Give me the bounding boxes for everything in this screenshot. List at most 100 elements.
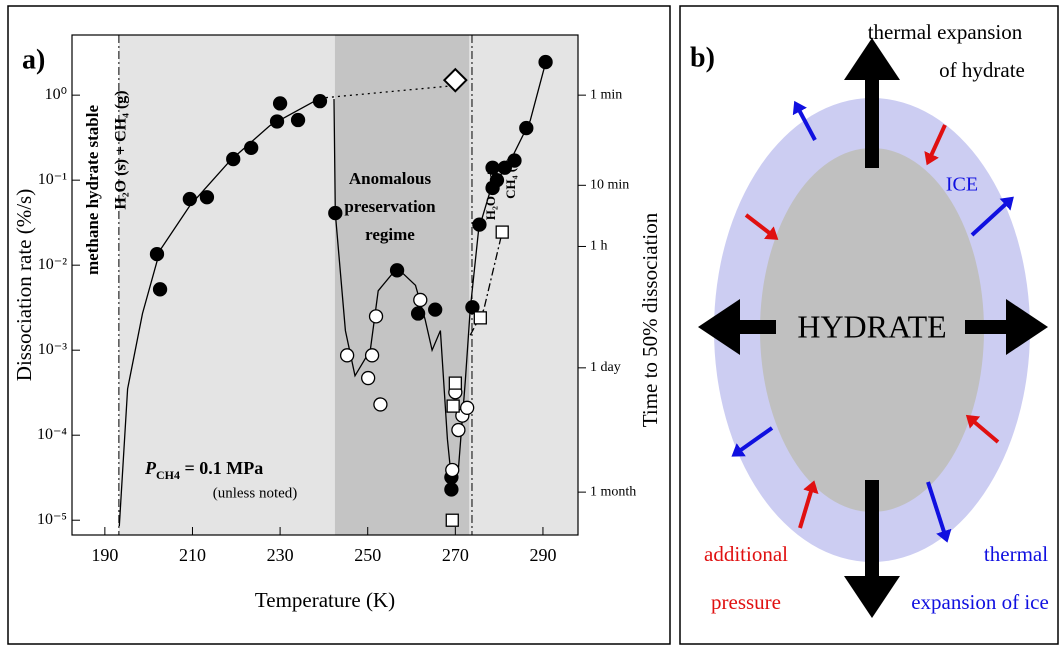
point [428,302,443,317]
point [152,282,168,297]
point [226,151,241,167]
panel-a-frame [7,5,671,645]
hydrate-arrows [698,38,1048,618]
panel-label: b) [690,42,715,73]
y-tick-label: 10⁻³ [38,341,67,358]
label: ICE [946,174,978,196]
point [519,120,534,136]
point [472,217,487,232]
point [442,67,468,93]
point [364,348,380,363]
fit-line [333,62,547,489]
point [410,306,426,321]
point [445,462,460,478]
point [290,112,306,128]
point [495,225,509,239]
annotation: regime [365,225,415,244]
y2-tick-label: 10 min [590,178,629,193]
y2-tick-label: 1 h [590,239,608,254]
point [446,399,460,413]
point [368,309,384,324]
x-tick-label: 230 [267,545,294,565]
point [269,114,285,129]
annotation: methane hydrate stable [83,105,102,275]
annotation-part: CH4 [156,468,180,482]
y2-tick-label: 1 min [590,87,622,102]
x-tick-label: 210 [179,545,206,565]
point [465,300,480,315]
label: of hydrate [939,58,1025,82]
point [182,191,197,207]
point [538,54,553,70]
arrow [965,414,1000,444]
shaded-region [334,35,470,535]
point [339,348,355,363]
arrow [731,426,774,457]
y-tick-label: 10⁻⁵ [37,511,67,528]
y-tick-label: 10⁻¹ [38,171,67,188]
point [451,422,466,438]
annotation-part: P [144,458,157,478]
arrow [798,480,819,529]
point [507,153,522,168]
pressure-arrows [744,124,1000,529]
point [373,397,388,412]
annotation-part: = 0.1 MPa [180,458,263,478]
arrow [970,196,1014,237]
label: HYDRATE [797,308,946,344]
panel-label: a) [22,44,45,75]
point [473,311,487,325]
annotation: Anomalous [349,169,432,188]
shaded-region [469,35,578,535]
point [413,292,428,308]
point [460,400,475,415]
point [445,513,459,527]
annotation: preservation [344,197,436,216]
annotation: H₂O (s) + CH₄ (g) [113,90,130,209]
point [328,205,343,221]
x-axis-label: Temperature (K) [255,588,395,612]
point [361,370,376,386]
arrow [792,100,817,141]
ice-arrows [731,100,1014,543]
x-tick-label: 290 [529,545,556,565]
point [272,96,288,111]
annotation: CH₄ (g) [503,157,518,199]
y-tick-label: 10⁻² [38,256,67,273]
point [448,376,462,390]
arrow [744,213,779,240]
point [489,173,505,188]
y-axis-label: Dissociation rate (%/s) [12,189,36,381]
point [389,263,405,278]
hydrate-core [760,148,984,512]
arrow [926,481,952,543]
point [497,160,512,175]
y2-tick-label: 1 month [590,484,636,499]
fit-line [118,97,321,527]
point [199,190,215,205]
annotation: (unless noted) [213,485,298,501]
x-tick-label: 190 [91,545,118,565]
y2-tick-label: 1 day [590,360,621,375]
label: expansion of ice [911,590,1049,614]
plot: 190 210 230 250 270 290 10⁰ 10⁻¹ 10⁻² 10⁻³ 10⁻⁴ 10⁻… [37,34,636,565]
y2-axis-label: Time to 50% dissociation [638,212,662,427]
arrow [924,124,947,166]
annotation: H₂O (l) + [483,170,498,220]
point [444,482,459,497]
label: thermal expansion [868,20,1023,44]
y-tick-label: 10⁰ [45,86,67,103]
plot-frame [71,34,579,536]
point [149,246,165,262]
annotation: PCH4 = 0.1 MPa [144,458,263,482]
fit-line [469,231,503,336]
x-tick-label: 270 [442,545,469,565]
point [312,94,328,109]
x-tick-label: 250 [354,545,381,565]
y-tick-label: 10⁻⁴ [37,426,67,443]
label: thermal [984,542,1048,566]
panel-b-frame [679,5,1059,645]
label: pressure [711,590,781,614]
point [244,140,259,155]
